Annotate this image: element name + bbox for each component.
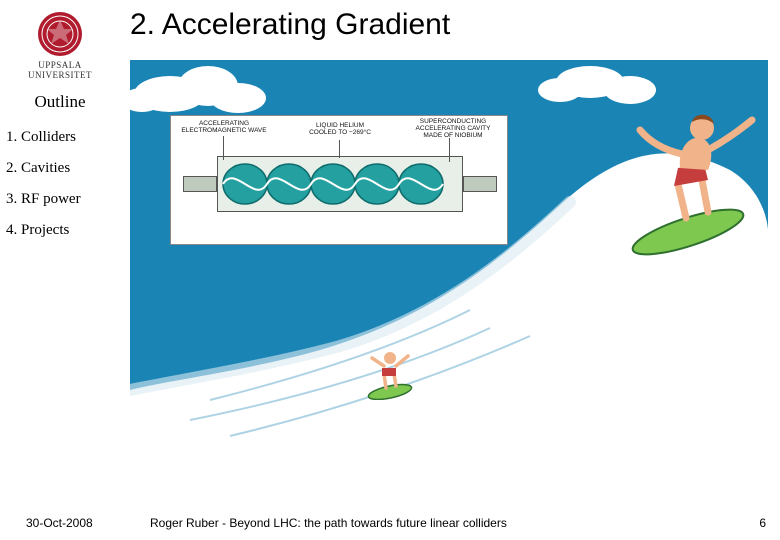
outline-list: 1. Colliders 2. Cavities 3. RF power 4. … — [0, 122, 120, 246]
caption: LIKE THE WAVE PROPELS THE SURFER ELECTRO… — [545, 385, 755, 466]
slide: UPPSALA UNIVERSITET Outline 1. Colliders… — [0, 0, 780, 540]
footer: 30-Oct-2008 Roger Ruber - Beyond LHC: th… — [0, 506, 780, 540]
surfer-large-icon — [628, 100, 768, 260]
university-name: UPPSALA UNIVERSITET — [28, 61, 92, 81]
cavity-cells-icon — [221, 160, 459, 208]
footer-title: Roger Ruber - Beyond LHC: the path towar… — [150, 516, 507, 530]
surfer-small-icon — [366, 344, 416, 400]
outline-item: 3. RF power — [0, 184, 120, 215]
outline-item: 4. Projects — [0, 215, 120, 246]
diag-label-left: ACCELERATING ELECTROMAGNETIC WAVE — [179, 120, 269, 134]
slide-title: 2. Accelerating Gradient — [130, 8, 450, 42]
uni-line2: UNIVERSITET — [28, 71, 92, 81]
caption-line: ELECTROMAGNETIC WAVES ACCELERATE — [545, 417, 755, 449]
sidebar: UPPSALA UNIVERSITET Outline 1. Colliders… — [0, 0, 120, 540]
uppsala-seal-icon — [37, 11, 83, 57]
footer-date: 30-Oct-2008 — [26, 516, 93, 530]
caption-line: PARTICLES — [545, 450, 755, 466]
caption-line: LIKE THE WAVE PROPELS THE SURFER — [545, 385, 755, 417]
cavity-diagram: ACCELERATING ELECTROMAGNETIC WAVE LIQUID… — [170, 115, 508, 245]
university-logo: UPPSALA UNIVERSITET — [0, 0, 120, 92]
footer-page: 6 — [759, 516, 766, 530]
outline-item: 2. Cavities — [0, 153, 120, 184]
outline-item: 1. Colliders — [0, 122, 120, 153]
main-illustration: LIKE THE WAVE PROPELS THE SURFER ELECTRO… — [130, 60, 768, 492]
diag-label-right: SUPERCONDUCTING ACCELERATING CAVITY MADE… — [403, 118, 503, 139]
outline-heading: Outline — [0, 92, 120, 112]
diag-label-mid: LIQUID HELIUM COOLED TO −269°C — [299, 122, 381, 136]
